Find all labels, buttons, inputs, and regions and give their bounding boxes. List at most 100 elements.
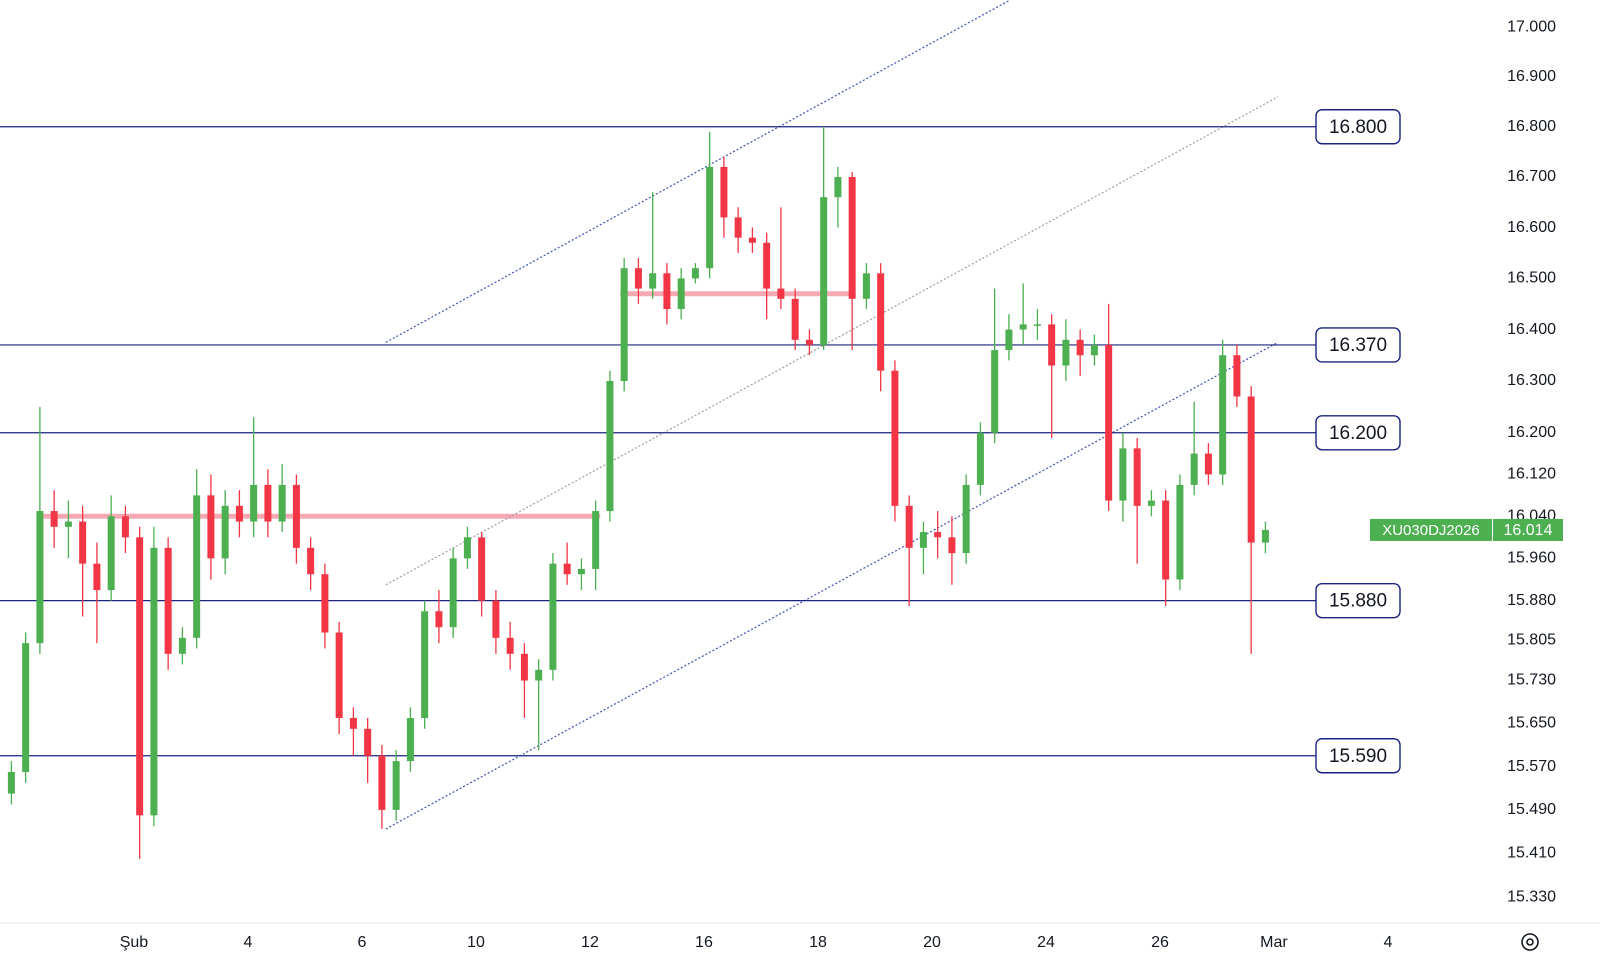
candle-body <box>991 350 999 433</box>
y-tick-label: 15.570 <box>1507 758 1556 775</box>
level-label: 16.370 <box>1329 335 1387 356</box>
candle-body <box>264 484 272 522</box>
y-tick-label: 16.120 <box>1507 466 1556 483</box>
candle-body <box>848 176 856 299</box>
candle-body <box>535 669 543 681</box>
price-tag <box>1493 518 1563 541</box>
candle-body <box>107 516 115 591</box>
candle-body <box>1133 448 1141 506</box>
candle-body <box>193 495 201 638</box>
candle-body <box>36 511 44 644</box>
x-tick-label: 18 <box>809 934 827 951</box>
y-tick-label: 16.500 <box>1507 270 1556 287</box>
candle-body <box>549 563 557 670</box>
candle-body <box>1190 453 1198 485</box>
candle-body <box>734 217 742 238</box>
candle-body <box>1119 448 1127 501</box>
x-tick-label: Şub <box>120 934 149 951</box>
candle-body <box>492 600 500 638</box>
settings-core <box>1526 938 1534 946</box>
candle-body <box>221 505 229 559</box>
y-tick-label: 15.805 <box>1507 632 1556 649</box>
candle-body <box>506 637 514 654</box>
candle-body <box>79 521 87 564</box>
y-tick-label: 15.960 <box>1507 550 1556 567</box>
y-tick-label: 16.600 <box>1507 219 1556 236</box>
candle-body <box>763 242 771 289</box>
candle-body <box>449 558 457 628</box>
candle-body <box>919 532 927 548</box>
level-label-box <box>1315 738 1401 774</box>
candle-body <box>64 521 72 527</box>
candle-body <box>834 176 842 198</box>
level-label: 16.200 <box>1329 423 1387 444</box>
y-tick-label: 16.400 <box>1507 321 1556 338</box>
x-tick-label: 12 <box>581 934 599 951</box>
trendline <box>385 0 1011 343</box>
x-tick-label: 10 <box>467 934 485 951</box>
candle-body <box>1105 344 1113 501</box>
candle-body <box>948 537 956 554</box>
candle-body <box>620 268 628 381</box>
candle-body <box>235 505 243 522</box>
candle-body <box>463 537 471 559</box>
y-tick-label: 16.800 <box>1507 118 1556 135</box>
candle-body <box>136 537 144 816</box>
settings-icon[interactable] <box>1521 933 1539 951</box>
y-tick-label: 16.200 <box>1507 424 1556 441</box>
x-tick-label: 26 <box>1151 934 1169 951</box>
candle-body <box>1176 484 1184 580</box>
level-label-box <box>1315 415 1401 451</box>
candle-body <box>1162 500 1170 580</box>
candle-body <box>1261 529 1269 543</box>
candle-body <box>1005 329 1013 351</box>
candle-body <box>392 761 400 810</box>
price-tag-label: 16.014 <box>1504 522 1553 539</box>
candle-body <box>791 298 799 340</box>
candle-body <box>1247 396 1255 543</box>
symbol-tag <box>1370 518 1492 541</box>
candle-body <box>805 339 813 345</box>
y-tick-label: 15.650 <box>1507 715 1556 732</box>
candle-body <box>150 547 158 816</box>
y-tick-label: 15.730 <box>1507 672 1556 689</box>
candle-body <box>164 547 172 654</box>
candle-body <box>178 637 186 654</box>
settings-outline <box>1521 933 1539 951</box>
level-label: 16.800 <box>1329 117 1387 138</box>
candle-body <box>278 484 286 522</box>
level-label-box <box>1315 109 1401 145</box>
y-tick-label: 15.330 <box>1507 888 1556 905</box>
y-tick-label: 17.000 <box>1507 18 1556 35</box>
candle-body <box>207 495 215 559</box>
candle-body <box>1204 453 1212 475</box>
candle-body <box>1019 324 1027 330</box>
candle-body <box>663 273 671 310</box>
trendline <box>385 341 1279 830</box>
candle-body <box>934 532 942 538</box>
y-tick-label: 16.900 <box>1507 68 1556 85</box>
candle-body <box>1147 500 1155 506</box>
candle-body <box>335 632 343 719</box>
candle-body <box>121 516 129 538</box>
candle-body <box>1233 355 1241 397</box>
candle-body <box>862 273 870 299</box>
x-tick-label: 20 <box>923 934 941 951</box>
candle-body <box>292 484 300 548</box>
x-tick-label: 24 <box>1037 934 1055 951</box>
x-tick-label: 6 <box>358 934 367 951</box>
y-tick-label: 16.700 <box>1507 168 1556 185</box>
candle-body <box>891 370 899 506</box>
candle-body <box>1219 355 1227 475</box>
y-tick-label: 15.410 <box>1507 845 1556 862</box>
candle-body <box>720 166 728 218</box>
y-tick-label: 16.300 <box>1507 372 1556 389</box>
candle-body <box>962 484 970 554</box>
candle-body <box>649 273 657 289</box>
candle-body <box>478 537 486 601</box>
trendline <box>385 96 1279 586</box>
y-tick-label: 15.880 <box>1507 592 1556 609</box>
candle-body <box>1033 324 1041 326</box>
